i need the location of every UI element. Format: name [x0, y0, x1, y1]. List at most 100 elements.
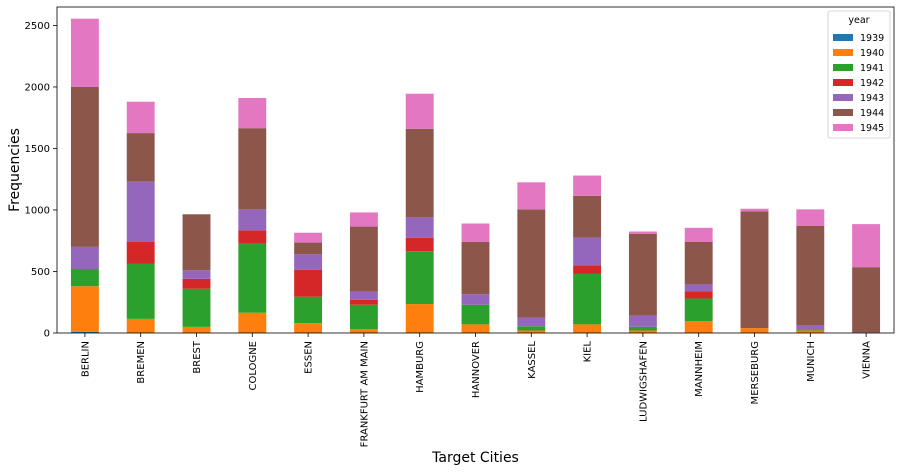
- y-tick-label: 2500: [25, 21, 50, 32]
- bar-segment: [461, 223, 490, 242]
- x-tick-label: LUDWIGSHAFEN: [638, 341, 649, 422]
- bar-segment: [573, 324, 602, 333]
- bar-segment: [740, 211, 769, 329]
- bar-segment: [852, 224, 881, 268]
- bar-segment: [349, 212, 378, 227]
- bar-segment: [684, 321, 713, 333]
- x-tick-label: MERSEBURG: [750, 341, 761, 404]
- bar-segment: [517, 209, 546, 318]
- legend-entry: 1944: [860, 108, 884, 119]
- legend-entry: 1943: [860, 93, 884, 104]
- legend-swatch: [833, 49, 853, 56]
- bar-segment: [349, 329, 378, 333]
- bar-segment: [684, 291, 713, 299]
- x-tick-label: MUNICH: [806, 341, 817, 382]
- bar-segment: [405, 217, 434, 238]
- bars-group: [70, 18, 881, 333]
- bar-segment: [182, 278, 211, 289]
- legend-entry: 1945: [860, 123, 884, 134]
- bar-segment: [628, 231, 657, 234]
- bar-segment: [349, 304, 378, 330]
- x-tick-label: ESSEN: [304, 341, 315, 374]
- bar-segment: [517, 317, 546, 327]
- x-axis-label: Target Cities: [431, 450, 519, 466]
- bar-segment: [740, 328, 769, 333]
- bar-segment: [70, 331, 99, 333]
- bar-segment: [796, 209, 825, 226]
- bar-segment: [628, 233, 657, 316]
- bar-segment: [349, 291, 378, 300]
- legend-swatch: [833, 94, 853, 101]
- bar-segment: [126, 318, 155, 333]
- x-tick-label: BERLIN: [80, 341, 91, 377]
- legend-entry: 1940: [860, 48, 884, 59]
- bar-segment: [126, 101, 155, 134]
- bar-segment: [796, 225, 825, 325]
- bar-segment: [70, 18, 99, 87]
- legend-box: [827, 10, 891, 139]
- legend-entry: 1939: [860, 33, 884, 44]
- x-tick-label: HANNOVER: [471, 341, 482, 398]
- bar-segment: [740, 208, 769, 212]
- x-tick-label: BREST: [192, 340, 203, 373]
- legend-swatch: [833, 64, 853, 71]
- bar-segment: [517, 330, 546, 333]
- bar-segment: [684, 227, 713, 242]
- legend-swatch: [833, 124, 853, 131]
- bar-segment: [461, 241, 490, 295]
- bar-segment: [294, 323, 323, 333]
- y-tick-label: 1000: [25, 205, 50, 216]
- bar-segment: [573, 237, 602, 266]
- x-tick-label: HAMBURG: [415, 341, 426, 393]
- bar-segment: [182, 288, 211, 327]
- bar-segment: [628, 315, 657, 327]
- bar-segment: [628, 330, 657, 333]
- bar-segment: [70, 86, 99, 247]
- legend-swatch: [833, 109, 853, 116]
- x-tick-label: KASSEL: [527, 341, 538, 379]
- bar-segment: [294, 254, 323, 270]
- bar-segment: [796, 330, 825, 333]
- bar-segment: [684, 241, 713, 285]
- bar-segment: [461, 324, 490, 333]
- bar-segment: [517, 326, 546, 331]
- x-tick-label: COLOGNE: [248, 341, 259, 391]
- y-axis-label: Frequencies: [7, 128, 23, 212]
- bar-segment: [405, 93, 434, 129]
- bar-segment: [517, 182, 546, 210]
- bar-segment: [238, 230, 267, 244]
- bar-segment: [294, 232, 323, 243]
- legend-title: year: [848, 15, 869, 26]
- bar-segment: [573, 265, 602, 274]
- bar-segment: [684, 284, 713, 292]
- bar-segment: [70, 269, 99, 287]
- bar-segment: [573, 273, 602, 325]
- bar-segment: [238, 209, 267, 231]
- x-tick-label: VIENNA: [862, 341, 873, 379]
- x-tick-label: MANNHEIM: [694, 341, 705, 397]
- bar-segment: [238, 128, 267, 210]
- y-tick-label: 0: [44, 329, 50, 340]
- bar-segment: [238, 312, 267, 333]
- legend-entry: 1942: [860, 78, 884, 89]
- bar-segment: [405, 304, 434, 333]
- bar-segment: [238, 243, 267, 313]
- legend-swatch: [833, 34, 853, 41]
- bar-segment: [573, 195, 602, 238]
- bar-segment: [796, 329, 825, 331]
- bar-segment: [573, 175, 602, 196]
- x-tick-label: KIEL: [583, 341, 594, 363]
- bar-segment: [349, 226, 378, 292]
- y-tick-label: 1500: [25, 144, 50, 155]
- bar-segment: [294, 269, 323, 297]
- bar-segment: [182, 214, 211, 271]
- x-tick-label: BREMEN: [136, 341, 147, 384]
- legend-entry: 1941: [860, 63, 884, 74]
- bar-segment: [405, 251, 434, 305]
- bar-segment: [349, 299, 378, 305]
- bar-segment: [461, 304, 490, 325]
- legend-swatch: [833, 79, 853, 86]
- bar-segment: [796, 325, 825, 330]
